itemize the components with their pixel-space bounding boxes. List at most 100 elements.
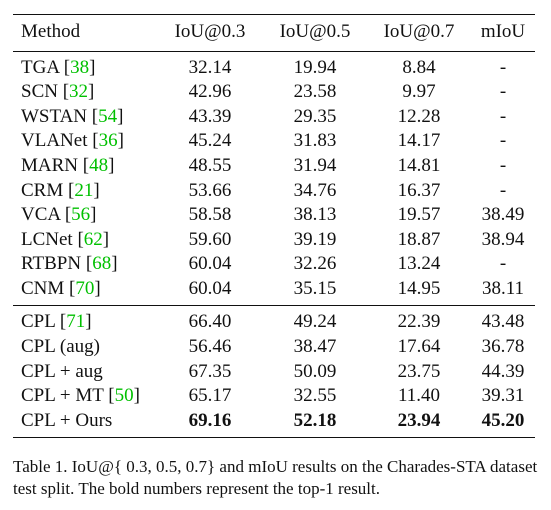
method-name: VCA bbox=[21, 204, 61, 226]
citation-link[interactable]: 21 bbox=[74, 179, 94, 201]
method-cell: CRM [21] bbox=[21, 179, 100, 201]
citation-link[interactable]: 71 bbox=[66, 311, 86, 333]
method-name: WSTAN bbox=[21, 105, 88, 127]
method-name: LCNet bbox=[21, 228, 73, 250]
value-cell: 23.75 bbox=[397, 360, 441, 382]
table-row: WSTAN [54] 43.39 29.35 12.28 - bbox=[13, 105, 535, 130]
method-cell: WSTAN [54] bbox=[21, 105, 124, 127]
value-cell: 32.26 bbox=[293, 253, 337, 275]
value-cell: 31.83 bbox=[293, 130, 337, 152]
value-cell: 44.39 bbox=[481, 360, 525, 382]
value-cell: 38.11 bbox=[481, 277, 525, 299]
method-cell: CPL + aug bbox=[13, 360, 157, 385]
table-caption: Table 1. IoU@{ 0.3, 0.5, 0.7} and mIoU r… bbox=[13, 457, 538, 498]
value-cell: 53.66 bbox=[188, 179, 232, 201]
citation-link[interactable]: 68 bbox=[92, 253, 112, 275]
value-cell: 9.97 bbox=[402, 81, 436, 103]
citation-link[interactable]: 62 bbox=[83, 228, 103, 250]
value-cell: 50.09 bbox=[293, 360, 337, 382]
value-cell: 38.49 bbox=[481, 204, 525, 226]
value-cell: 34.76 bbox=[293, 179, 337, 201]
citation-link[interactable]: 32 bbox=[69, 81, 89, 103]
value-cell: 32.14 bbox=[188, 56, 232, 78]
citation-link[interactable]: 70 bbox=[75, 277, 95, 299]
value-cell: 14.95 bbox=[397, 277, 441, 299]
method-cell: CPL [71] bbox=[13, 305, 157, 336]
method-cell: VCA [56] bbox=[21, 204, 97, 226]
method-cell: CPL (aug) bbox=[13, 335, 157, 360]
value-cell: 12.28 bbox=[397, 105, 441, 127]
header-iou-0-3: IoU@0.3 bbox=[157, 14, 263, 52]
value-cell: 38.47 bbox=[293, 336, 337, 358]
method-name: MARN bbox=[21, 154, 79, 176]
method-name: SCN bbox=[21, 81, 58, 103]
value-cell: 32.55 bbox=[293, 385, 337, 407]
value-cell: 38.94 bbox=[481, 228, 525, 250]
value-cell: - bbox=[499, 154, 507, 176]
results-table: Method IoU@0.3 IoU@0.5 IoU@0.7 mIoU TGA … bbox=[13, 14, 535, 439]
table-row: MARN [48] 48.55 31.94 14.81 - bbox=[13, 154, 535, 179]
table-row: CPL (aug) 56.46 38.47 17.64 36.78 bbox=[13, 335, 535, 360]
value-cell: 43.39 bbox=[188, 105, 232, 127]
method-name: CPL + MT bbox=[21, 385, 104, 407]
value-cell: 16.37 bbox=[397, 179, 441, 201]
value-cell: 39.19 bbox=[293, 228, 337, 250]
table-row: LCNet [62] 59.60 39.19 18.87 38.94 bbox=[13, 228, 535, 253]
citation-link[interactable]: 50 bbox=[114, 385, 134, 407]
citation-link[interactable]: 36 bbox=[98, 130, 118, 152]
value-cell: 38.13 bbox=[293, 204, 337, 226]
value-cell: 11.40 bbox=[397, 385, 441, 407]
value-cell: - bbox=[499, 130, 507, 152]
value-cell: 19.57 bbox=[397, 204, 441, 226]
citation-link[interactable]: 48 bbox=[89, 154, 109, 176]
table-row: SCN [32] 42.96 23.58 9.97 - bbox=[13, 80, 535, 105]
table-row: RTBPN [68] 60.04 32.26 13.24 - bbox=[13, 252, 535, 277]
method-cell: CPL + Ours bbox=[13, 408, 157, 439]
method-name: CPL + Ours bbox=[21, 409, 113, 431]
value-cell: - bbox=[499, 253, 507, 275]
value-cell: 60.04 bbox=[188, 253, 232, 275]
value-cell: 17.64 bbox=[397, 336, 441, 358]
table-row: CRM [21] 53.66 34.76 16.37 - bbox=[13, 178, 535, 203]
value-cell: 45.20 bbox=[471, 408, 535, 439]
value-cell: 35.15 bbox=[293, 277, 337, 299]
value-cell: - bbox=[499, 105, 507, 127]
value-cell: 60.04 bbox=[188, 277, 232, 299]
value-cell: 58.58 bbox=[188, 204, 232, 226]
method-name: RTBPN bbox=[21, 253, 82, 275]
value-cell: 23.94 bbox=[367, 408, 471, 439]
value-cell: 48.55 bbox=[188, 154, 232, 176]
value-cell: 23.58 bbox=[293, 81, 337, 103]
header-method: Method bbox=[13, 14, 157, 52]
value-cell: 42.96 bbox=[188, 81, 232, 103]
value-cell: - bbox=[499, 56, 507, 78]
header-iou-0-7: IoU@0.7 bbox=[367, 14, 471, 52]
value-cell: 45.24 bbox=[188, 130, 232, 152]
value-cell: 49.24 bbox=[263, 305, 367, 336]
value-cell: 52.18 bbox=[263, 408, 367, 439]
value-cell: 69.16 bbox=[157, 408, 263, 439]
citation-link[interactable]: 56 bbox=[71, 204, 91, 226]
value-cell: 31.94 bbox=[293, 154, 337, 176]
method-cell: CPL + MT [50] bbox=[21, 385, 140, 407]
method-name: CPL (aug) bbox=[21, 336, 100, 358]
method-name: CPL + aug bbox=[21, 360, 103, 382]
method-cell: VLANet [36] bbox=[21, 130, 124, 152]
value-cell: 56.46 bbox=[188, 336, 232, 358]
table-row: CPL + aug 67.35 50.09 23.75 44.39 bbox=[13, 360, 535, 385]
value-cell: - bbox=[499, 81, 507, 103]
value-cell: 8.84 bbox=[402, 56, 436, 78]
method-name: TGA bbox=[21, 56, 59, 78]
header-row: Method IoU@0.3 IoU@0.5 IoU@0.7 mIoU bbox=[13, 14, 535, 52]
table-row: CPL [71] 66.40 49.24 22.39 43.48 bbox=[13, 305, 535, 336]
value-cell: 22.39 bbox=[367, 305, 471, 336]
value-cell: 39.31 bbox=[481, 385, 525, 407]
header-miou: mIoU bbox=[471, 14, 535, 52]
value-cell: 66.40 bbox=[157, 305, 263, 336]
citation-link[interactable]: 38 bbox=[70, 56, 90, 78]
table-row: VLANet [36] 45.24 31.83 14.17 - bbox=[13, 129, 535, 154]
method-cell: CNM [70] bbox=[21, 277, 101, 299]
table-row: TGA [38] 32.14 19.94 8.84 - bbox=[13, 51, 535, 80]
citation-link[interactable]: 54 bbox=[98, 105, 118, 127]
header-iou-0-5: IoU@0.5 bbox=[263, 14, 367, 52]
